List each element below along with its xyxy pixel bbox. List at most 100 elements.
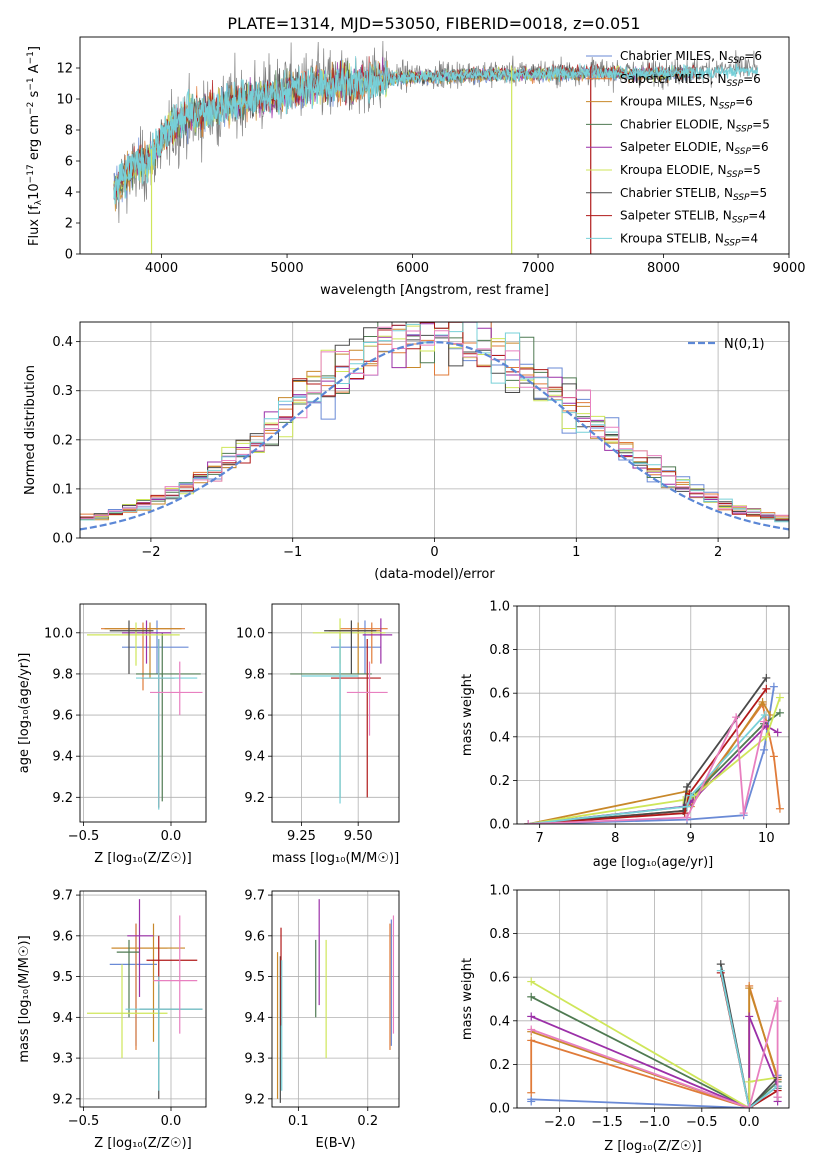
x-tick-label: 0.0 <box>161 1114 182 1129</box>
axes-frame <box>79 890 207 1108</box>
y-tick-label: 9.6 <box>244 709 265 724</box>
x-tick-label: 9000 <box>772 261 805 276</box>
y-tick-label: 0.6 <box>489 687 510 702</box>
x-axis-label: E(B-V) <box>315 1136 355 1151</box>
x-tick-label: 6000 <box>396 261 429 276</box>
spectrum-model-line <box>113 60 759 205</box>
panel-mass_vs_Z: −0.5 0.0 9.2 9.3 9.4 9.5 9.6 9.7 Z [log₁₀(Z/Z☉)]… <box>17 889 207 1151</box>
x-tick-label: −0.5 <box>68 1114 100 1129</box>
legend-entry: Salpeter STELIB, NSSP=4 <box>620 209 766 226</box>
y-tick-label: 0 <box>65 248 73 263</box>
y-tick-label: 9.6 <box>52 709 73 724</box>
plot-area-age_vs_Z <box>80 604 206 822</box>
y-tick-label: 8 <box>65 124 73 139</box>
y-tick-label: 9.2 <box>52 1092 73 1107</box>
axes-frame <box>271 890 400 1108</box>
x-tick-label: 9.50 <box>344 829 373 844</box>
panel-residuals: −2 −1 0 1 2 0.0 0.1 0.2 0.3 0.4 (data-model)/error… <box>23 321 790 582</box>
panel-massweight_vs_Z: −2.0 −1.5 −1.0 −0.5 0.0 0.0 0.2 0.4 0.6 0.8 1.0 Z [… <box>460 884 790 1154</box>
x-axis-label: Z [log₁₀(Z/Z☉)] <box>604 1139 701 1154</box>
y-tick-label: 9.6 <box>52 929 73 944</box>
x-axis-label: Z [log₁₀(Z/Z☉)] <box>94 1136 191 1151</box>
y-tick-label: 0.3 <box>52 384 73 399</box>
y-tick-label: 9.4 <box>244 1011 265 1026</box>
y-tick-label: 9.5 <box>244 970 265 985</box>
y-tick-label: 9.4 <box>244 750 265 765</box>
y-tick-label: 9.2 <box>52 791 73 806</box>
y-tick-label: 9.4 <box>52 1011 73 1026</box>
axes-frame <box>516 605 790 825</box>
y-tick-label: 9.8 <box>244 667 265 682</box>
axes-frame <box>271 603 400 823</box>
panel-spectrum: 4000 5000 6000 7000 8000 9000 0 2 4 6 8 10 12 wavelen… <box>26 36 806 298</box>
x-tick-label: 0 <box>430 545 438 560</box>
axes-frame <box>79 603 207 823</box>
plot-area-age_vs_mass <box>272 604 399 822</box>
plot-area-residuals <box>80 322 789 538</box>
legend-entry: Chabrier MILES, NSSP=6 <box>620 49 762 66</box>
y-tick-label: 10 <box>56 93 73 108</box>
y-tick-label: 0.4 <box>489 1014 510 1029</box>
y-tick-label: 0.4 <box>489 730 510 745</box>
y-tick-label: 0.0 <box>489 818 510 833</box>
panel-age_vs_mass: 9.25 9.50 9.2 9.4 9.6 9.8 10.0 mass [log₁₀(M/M☉… <box>236 603 400 866</box>
series-line <box>530 1000 779 1108</box>
normal-curve <box>80 341 789 531</box>
legend-entry: Chabrier ELODIE, NSSP=5 <box>620 117 770 134</box>
y-tick-label: 6 <box>65 155 73 170</box>
y-tick-label: 9.6 <box>244 929 265 944</box>
x-axis-label: wavelength [Angstrom, rest frame] <box>320 283 549 298</box>
x-tick-label: 9.25 <box>287 829 316 844</box>
series-line <box>528 712 781 824</box>
x-tick-label: 0.0 <box>161 829 182 844</box>
x-tick-label: −0.5 <box>68 829 100 844</box>
y-axis-label: mass [log₁₀(M/M☉)] <box>17 935 32 1062</box>
y-tick-label: 9.7 <box>52 889 73 904</box>
x-tick-label: 8000 <box>647 261 680 276</box>
x-tick-label: 9 <box>687 831 695 846</box>
y-axis-label: Flux [fλ10−17 erg cm−2 s−1 A−1] <box>26 46 44 246</box>
plot-area-massweight_vs_Z <box>517 890 789 1108</box>
y-tick-label: 9.2 <box>244 1092 265 1107</box>
y-tick-label: 0.2 <box>52 433 73 448</box>
legend-entry: Salpeter ELODIE, NSSP=6 <box>620 140 769 157</box>
axes-frame <box>516 889 790 1109</box>
series-line <box>530 980 778 1108</box>
x-tick-label: 0.0 <box>739 1115 760 1130</box>
y-tick-label: 10.0 <box>44 626 73 641</box>
x-tick-label: 5000 <box>271 261 304 276</box>
x-tick-label: 1 <box>572 545 580 560</box>
x-tick-label: 2 <box>714 545 722 560</box>
x-axis-label: age [log₁₀(age/yr)] <box>593 855 714 870</box>
series-line <box>528 677 768 824</box>
y-tick-label: 2 <box>65 217 73 232</box>
x-tick-label: −2 <box>141 545 160 560</box>
y-axis-label: mass weight <box>460 674 475 756</box>
histogram-step <box>80 322 789 520</box>
legend-entry: Kroupa MILES, NSSP=6 <box>620 95 753 112</box>
x-tick-label: 7000 <box>521 261 554 276</box>
x-tick-label: 0.2 <box>357 1114 378 1129</box>
plot-area-mass_vs_Z <box>80 891 206 1107</box>
y-tick-label: 0.2 <box>489 1058 510 1073</box>
y-tick-label: 9.8 <box>52 667 73 682</box>
panel-mass_vs_EBV: 0.1 0.2 9.2 9.3 9.4 9.5 9.6 9.7 E(B-V) <box>244 889 400 1151</box>
legend-entry: Kroupa ELODIE, NSSP=5 <box>620 163 761 180</box>
x-axis-label: Z [log₁₀(Z/Z☉)] <box>94 851 191 866</box>
histogram-step <box>80 322 789 521</box>
panel-massweight_vs_age: 7 8 9 10 0.0 0.2 0.4 0.6 0.8 1.0 age [log₁₀(age/yr… <box>460 600 790 870</box>
y-tick-label: 0.0 <box>52 532 73 547</box>
series-line <box>528 714 766 824</box>
x-axis-label: mass [log₁₀(M/M☉)] <box>272 851 399 866</box>
y-tick-label: 0.1 <box>52 482 73 497</box>
legend-entry: Salpeter MILES, NSSP=6 <box>620 72 761 89</box>
plot-area-massweight_vs_age <box>517 606 789 824</box>
x-tick-label: 4000 <box>145 261 178 276</box>
y-tick-label: 0.4 <box>52 335 73 350</box>
y-axis-label: mass weight <box>460 958 475 1040</box>
plot-area-mass_vs_EBV <box>272 891 399 1107</box>
x-axis-label: (data-model)/error <box>374 567 495 582</box>
x-tick-label: 0.1 <box>288 1114 309 1129</box>
y-tick-label: 0.2 <box>489 774 510 789</box>
